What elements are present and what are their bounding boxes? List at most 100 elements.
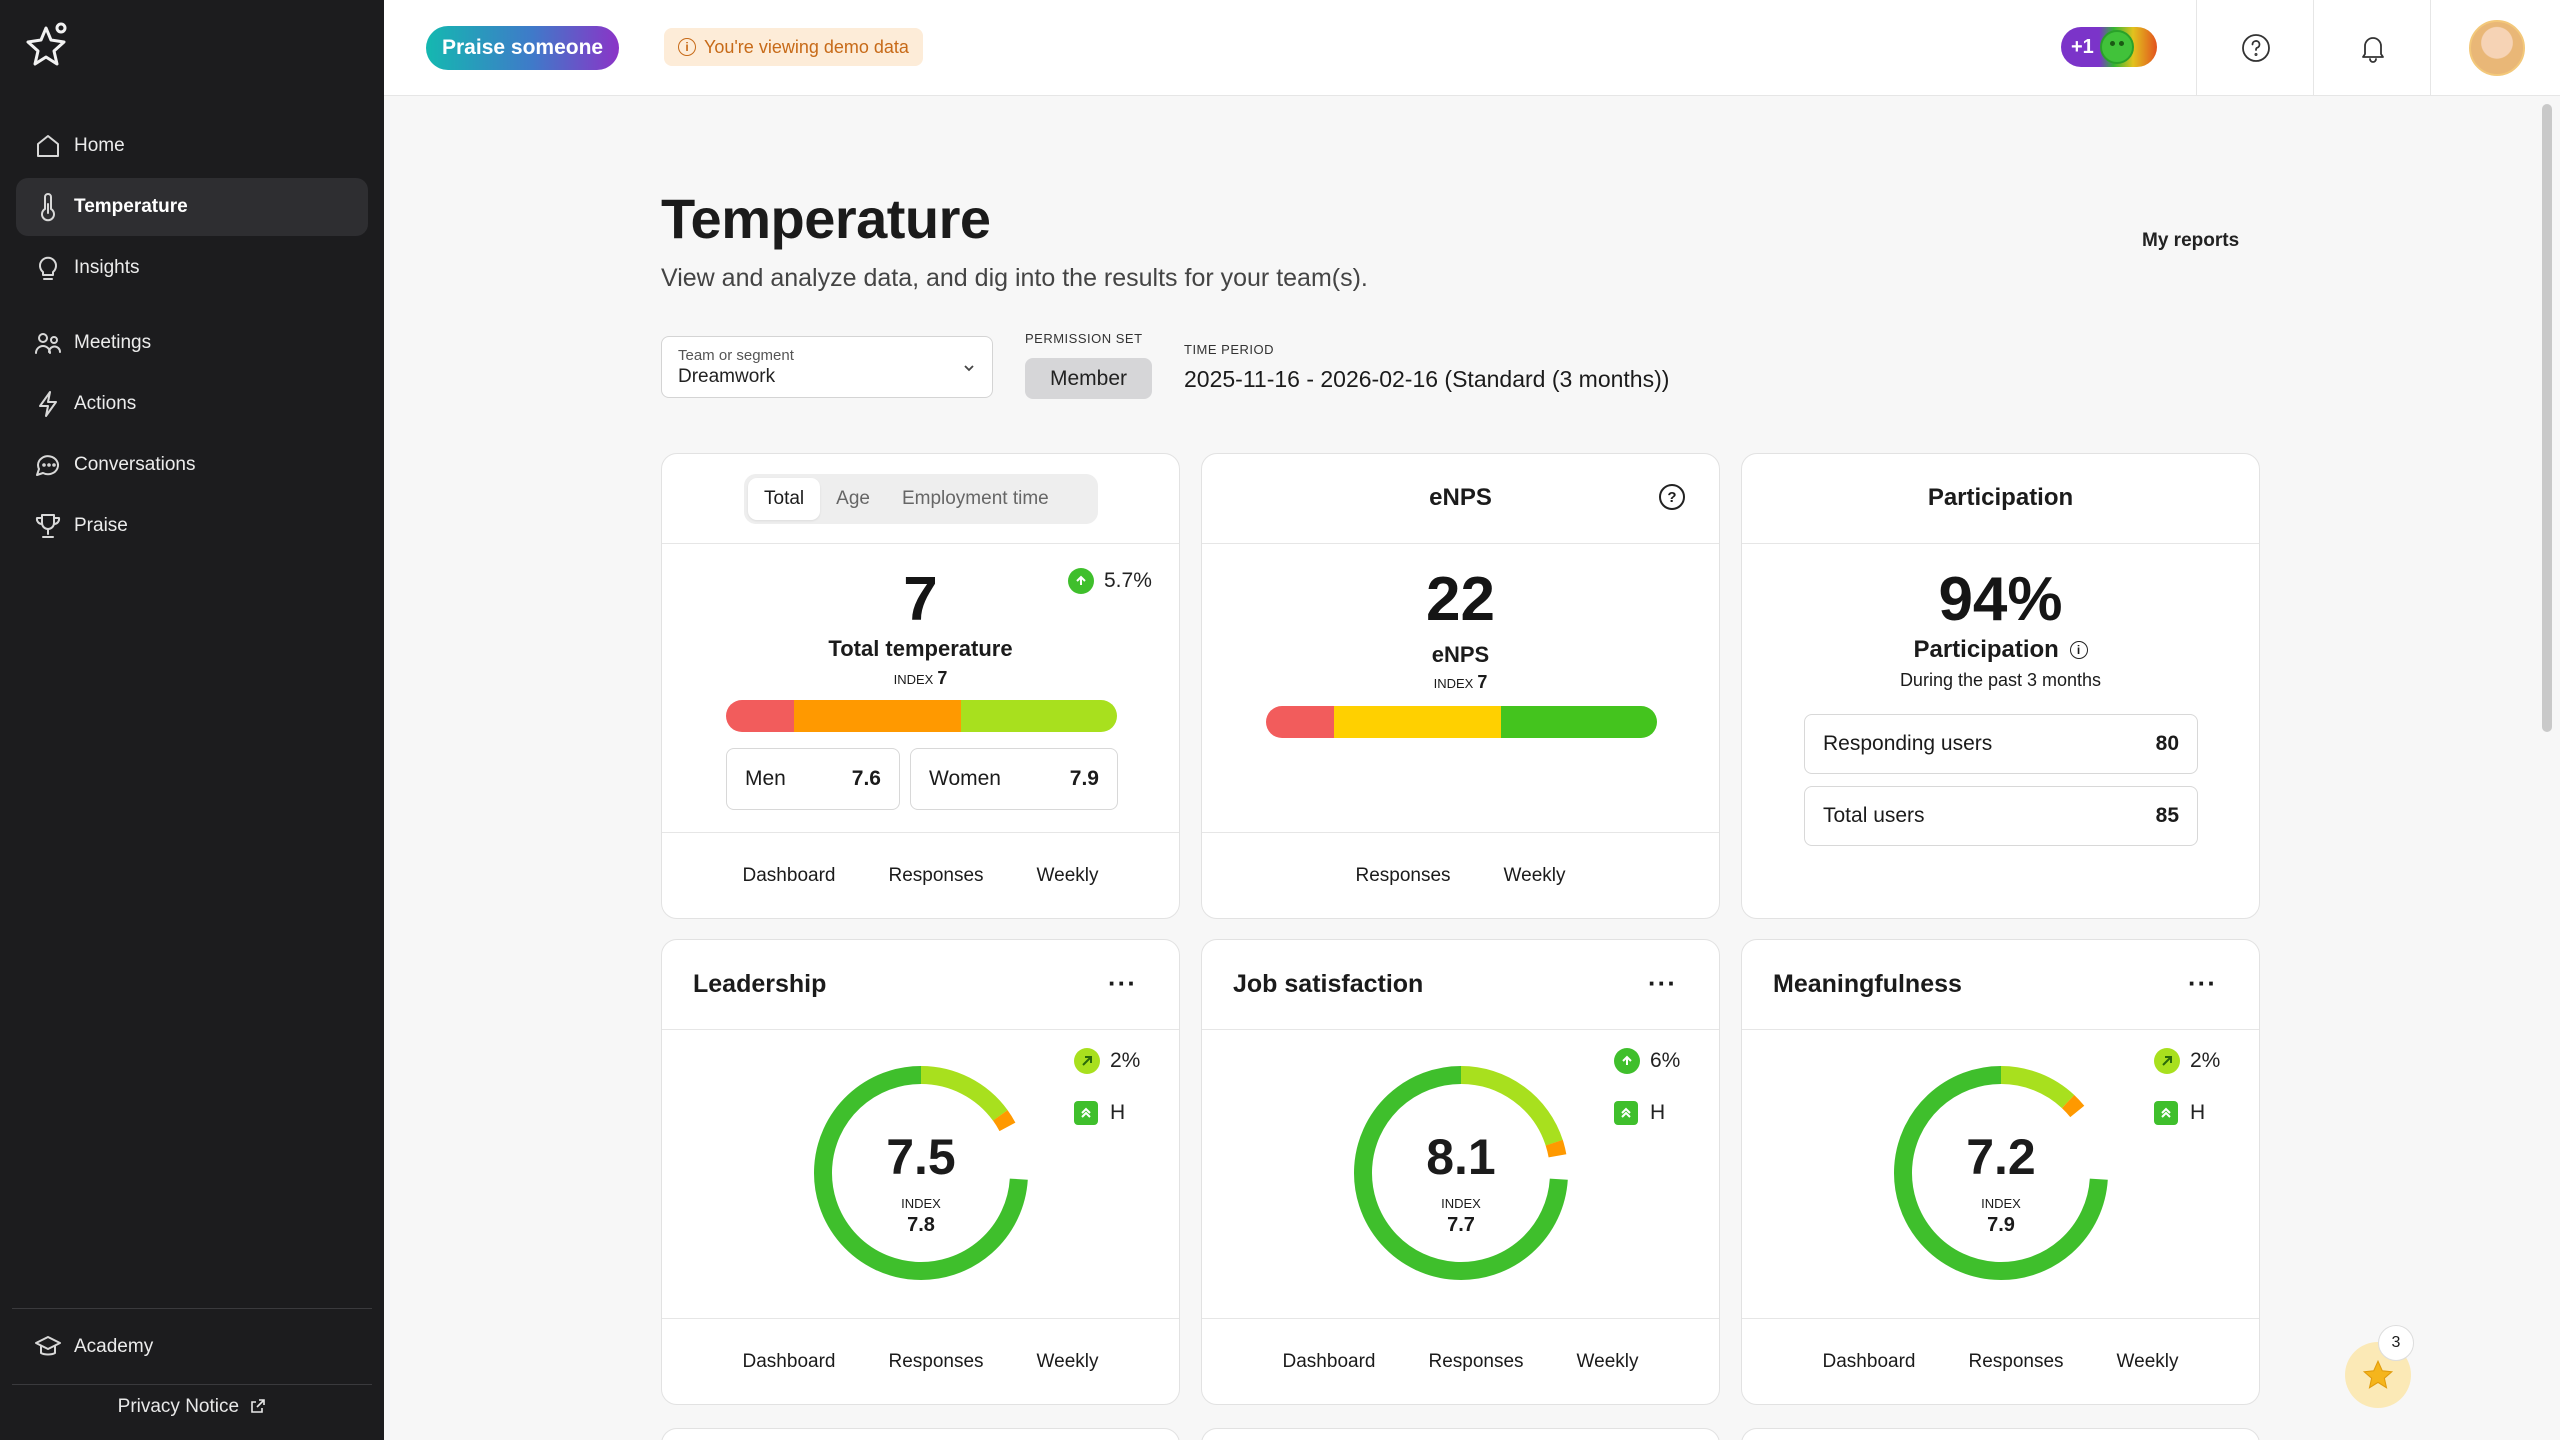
card-title: Job satisfaction bbox=[1233, 970, 1424, 998]
sidebar: Home Temperature Insights Meetings Actio… bbox=[0, 0, 384, 1440]
privacy-notice-link[interactable]: Privacy Notice bbox=[0, 1396, 384, 1420]
sidebar-item-label: Actions bbox=[74, 393, 137, 414]
sidebar-item-insights[interactable]: Insights bbox=[16, 239, 368, 297]
trend-value: 5.7% bbox=[1104, 569, 1152, 592]
card-header: Total Age Employment time bbox=[662, 454, 1179, 544]
sidebar-item-meetings[interactable]: Meetings bbox=[16, 314, 368, 372]
help-icon[interactable]: ? bbox=[1659, 484, 1685, 510]
level-indicator: H bbox=[2154, 1101, 2205, 1125]
rewards-star-button[interactable] bbox=[2345, 1342, 2411, 1408]
index-value: 7 bbox=[1477, 672, 1488, 692]
level-value: H bbox=[2190, 1101, 2206, 1124]
tab-age[interactable]: Age bbox=[836, 488, 870, 509]
card-header: Job satisfaction ··· bbox=[1202, 940, 1719, 1030]
score-value: 8.1 bbox=[1426, 1129, 1496, 1185]
card-header: Meaningfulness ··· bbox=[1742, 940, 2259, 1030]
double-chevron-up-icon bbox=[1074, 1101, 1098, 1125]
row-label: Responding users bbox=[1823, 732, 1993, 755]
user-avatar[interactable] bbox=[2469, 20, 2525, 76]
responses-link[interactable]: Responses bbox=[1355, 864, 1451, 886]
participation-label-row: Participation i bbox=[1742, 636, 2259, 664]
total-temperature-label: Total temperature bbox=[828, 636, 1013, 661]
split-men[interactable]: Men 7.6 bbox=[726, 748, 900, 810]
responding-users-row: Responding users 80 bbox=[1804, 714, 2198, 774]
total-temperature-card: Total Age Employment time 5.7% 7 Total t… bbox=[661, 453, 1180, 919]
sidebar-item-praise[interactable]: Praise bbox=[16, 497, 368, 555]
job-satisfaction-card: Job satisfaction ··· 8.1 INDEX 7.7 6% H … bbox=[1201, 939, 1720, 1405]
tab-total[interactable]: Total bbox=[748, 478, 821, 520]
tab-employment-time[interactable]: Employment time bbox=[901, 488, 1049, 509]
weekly-link[interactable]: Weekly bbox=[1576, 1350, 1639, 1372]
dashboard-link[interactable]: Dashboard bbox=[1282, 1350, 1376, 1372]
enps-label: eNPS bbox=[1431, 642, 1490, 667]
team-segment-select[interactable]: Team or segment Dreamwork bbox=[661, 336, 993, 398]
bell-icon[interactable] bbox=[2353, 28, 2393, 68]
demo-data-text: You're viewing demo data bbox=[704, 36, 909, 57]
sidebar-item-academy[interactable]: Academy bbox=[16, 1318, 368, 1376]
enps-value: 22 bbox=[1426, 565, 1495, 634]
donut-ring-orange bbox=[814, 1066, 1028, 1280]
dashboard-link[interactable]: Dashboard bbox=[742, 864, 836, 886]
temperature-scale-bar bbox=[726, 700, 1117, 732]
more-options-icon[interactable]: ··· bbox=[1648, 968, 1677, 998]
sidebar-item-actions[interactable]: Actions bbox=[16, 375, 368, 433]
scale-segment-green bbox=[1500, 706, 1657, 738]
trend-indicator: 2% bbox=[2154, 1048, 2220, 1074]
lightning-icon bbox=[32, 388, 64, 420]
level-value: H bbox=[1110, 1101, 1126, 1124]
participation-period: During the past 3 months bbox=[1899, 670, 2102, 690]
top-bar: Praise someone i You're viewing demo dat… bbox=[384, 0, 2560, 96]
donut-ring-orange bbox=[1894, 1066, 2108, 1280]
card-stub bbox=[661, 1428, 1180, 1440]
weekly-link[interactable]: Weekly bbox=[2116, 1350, 2179, 1372]
sidebar-item-label: Conversations bbox=[74, 454, 196, 475]
score-value: 7.2 bbox=[1966, 1129, 2036, 1185]
weekly-link[interactable]: Weekly bbox=[1503, 864, 1566, 886]
sidebar-item-temperature[interactable]: Temperature bbox=[16, 178, 368, 236]
enps-card: eNPS ? 22 eNPS INDEX 7 Responses Weekly bbox=[1201, 453, 1720, 919]
card-stub bbox=[1741, 1428, 2260, 1440]
info-icon[interactable]: i bbox=[2069, 641, 2088, 659]
scale-segment-red bbox=[1266, 706, 1335, 738]
arrow-up-right-icon bbox=[2154, 1048, 2180, 1074]
responses-link[interactable]: Responses bbox=[1428, 1350, 1524, 1372]
thermometer-icon bbox=[32, 191, 64, 223]
responses-link[interactable]: Responses bbox=[888, 864, 984, 886]
time-period-value[interactable]: 2025-11-16 - 2026-02-16 (Standard (3 mon… bbox=[1184, 366, 1670, 392]
scrollbar[interactable] bbox=[2542, 104, 2552, 732]
more-options-icon[interactable]: ··· bbox=[2188, 968, 2217, 998]
home-icon bbox=[32, 130, 64, 162]
sidebar-item-home[interactable]: Home bbox=[16, 117, 368, 175]
index-caption: INDEX bbox=[1441, 1196, 1481, 1211]
double-chevron-up-icon bbox=[1614, 1101, 1638, 1125]
weekly-link[interactable]: Weekly bbox=[1036, 1350, 1099, 1372]
score-donut-chart bbox=[1354, 1066, 1568, 1280]
donut-ring-lime bbox=[1354, 1066, 1568, 1280]
card-footer-links: Dashboard Responses Weekly bbox=[662, 1318, 1179, 1404]
app-logo-icon[interactable] bbox=[20, 20, 72, 72]
trend-indicator: 6% bbox=[1614, 1048, 1680, 1074]
dashboard-link[interactable]: Dashboard bbox=[742, 1350, 836, 1372]
time-period-label: TIME PERIOD bbox=[1184, 342, 1275, 357]
weekly-link[interactable]: Weekly bbox=[1036, 864, 1099, 886]
more-options-icon[interactable]: ··· bbox=[1108, 968, 1137, 998]
responses-link[interactable]: Responses bbox=[1968, 1350, 2064, 1372]
score-donut-chart bbox=[814, 1066, 1028, 1280]
notification-count-badge: 3 bbox=[2378, 1325, 2414, 1361]
my-reports-link[interactable]: My reports bbox=[2142, 230, 2240, 251]
trend-indicator: 2% bbox=[1074, 1048, 1140, 1074]
mood-checkin-button[interactable]: +1 bbox=[2061, 27, 2157, 67]
sidebar-item-label: Academy bbox=[74, 1336, 154, 1357]
sidebar-item-conversations[interactable]: Conversations bbox=[16, 436, 368, 494]
split-women[interactable]: Women 7.9 bbox=[910, 748, 1118, 810]
demo-data-notice: i You're viewing demo data bbox=[664, 28, 923, 66]
help-icon[interactable] bbox=[2236, 28, 2276, 68]
score-value: 7.5 bbox=[886, 1129, 956, 1185]
responses-link[interactable]: Responses bbox=[888, 1350, 984, 1372]
dashboard-link[interactable]: Dashboard bbox=[1822, 1350, 1916, 1372]
split-value: 7.9 bbox=[1069, 767, 1099, 790]
external-link-icon bbox=[250, 1398, 266, 1420]
card-title: Participation bbox=[1927, 484, 2074, 511]
praise-someone-button[interactable]: Praise someone bbox=[426, 26, 620, 70]
smiley-face-icon bbox=[2099, 30, 2134, 64]
